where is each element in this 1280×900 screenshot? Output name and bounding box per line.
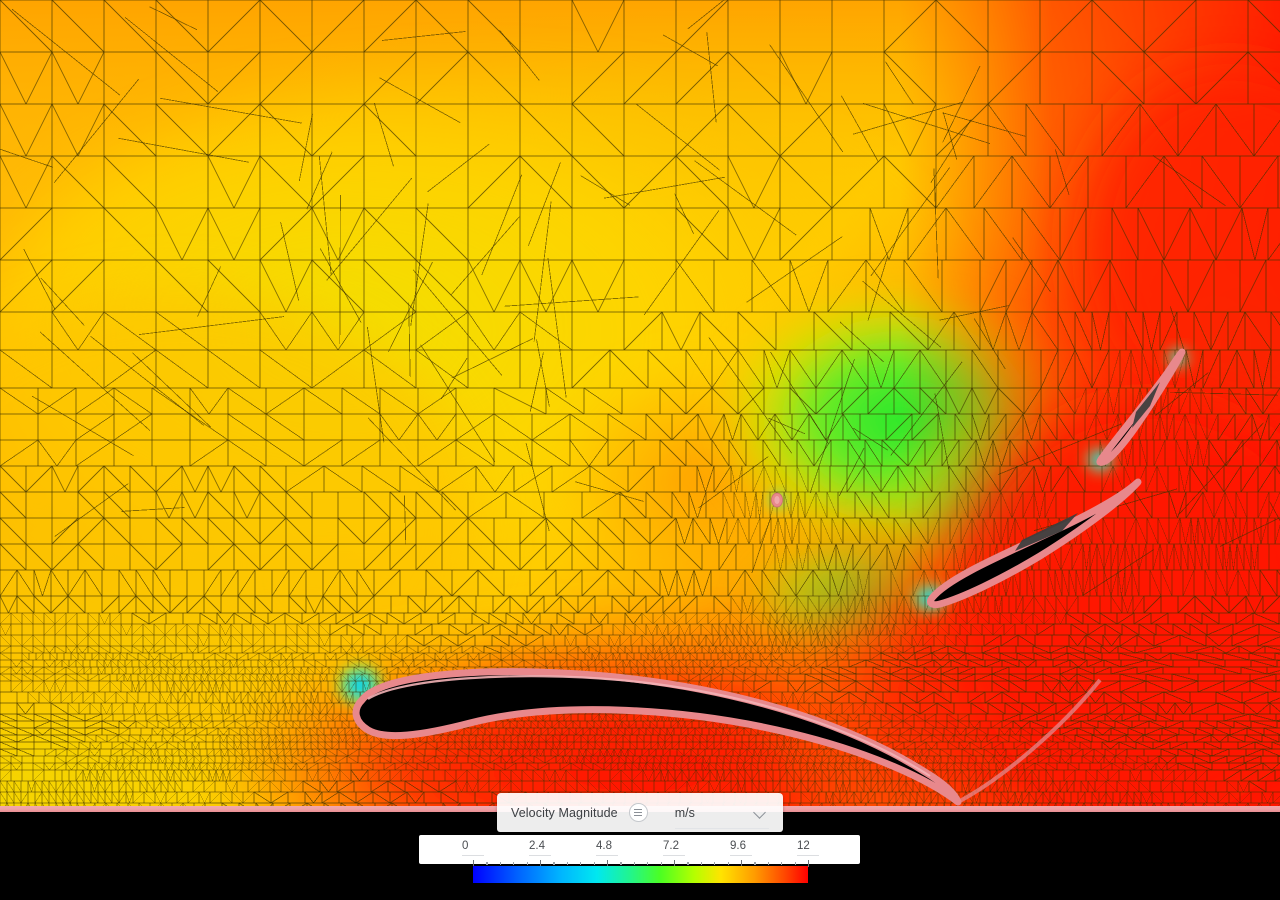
colorbar-tick-label: 7.2 [663, 840, 685, 856]
tick-label-rule [596, 855, 618, 856]
chevron-down-icon[interactable] [754, 806, 767, 819]
colorbar-minor-tick [593, 862, 595, 865]
unit-select[interactable]: m/s [674, 793, 769, 832]
colorbar-tick-label: 9.6 [730, 840, 752, 856]
colorbar-minor-tick [620, 862, 622, 865]
colorbar-minor-tick [767, 862, 769, 865]
tick-label-rule [663, 855, 685, 856]
legend-field-label: Velocity Magnitude [511, 805, 618, 820]
colorbar-minor-tick [781, 862, 783, 865]
colorbar-gradient [473, 866, 808, 883]
colorbar-tick-label: 4.8 [596, 840, 618, 856]
colorbar-minor-tick [754, 862, 756, 865]
colorbar-tick-label: 2.4 [529, 840, 551, 856]
colorbar-minor-tick [794, 862, 796, 865]
tick-label-rule [797, 855, 819, 856]
unit-select-underline [674, 828, 769, 829]
colorbar-minor-tick [553, 862, 555, 865]
colorbar-minor-tick [700, 862, 702, 865]
colorbar-minor-tick [580, 862, 582, 865]
colorbar-minor-tick [513, 862, 515, 865]
colorbar-minor-tick [499, 862, 501, 865]
colorbar-tick-label: 0 [462, 840, 484, 856]
wake-boundary-layer [957, 678, 1102, 804]
unit-select-value: m/s [674, 805, 695, 820]
legend-header-bar[interactable]: Velocity Magnitude m/s [497, 793, 783, 832]
tick-label-rule [730, 855, 752, 856]
colorbar-minor-tick [647, 862, 649, 865]
colorbar-minor-tick [566, 862, 568, 865]
colorbar[interactable] [473, 866, 808, 883]
tick-label-rule [462, 855, 484, 856]
colorbar-minor-tick [687, 862, 689, 865]
colorbar-minor-tick [633, 862, 635, 865]
colorbar-minor-tick [660, 862, 662, 865]
colorbar-minor-tick [714, 862, 716, 865]
tick-label-rule [529, 855, 551, 856]
colorbar-minor-tick [486, 862, 488, 865]
contour-viewport[interactable] [0, 0, 1280, 812]
colorbar-minor-tick [727, 862, 729, 865]
colorbar-minor-tick [526, 862, 528, 865]
colorbar-tick-label: 12 [797, 840, 819, 856]
colorbar-major-tick [808, 860, 810, 867]
list-menu-icon[interactable] [628, 803, 648, 822]
